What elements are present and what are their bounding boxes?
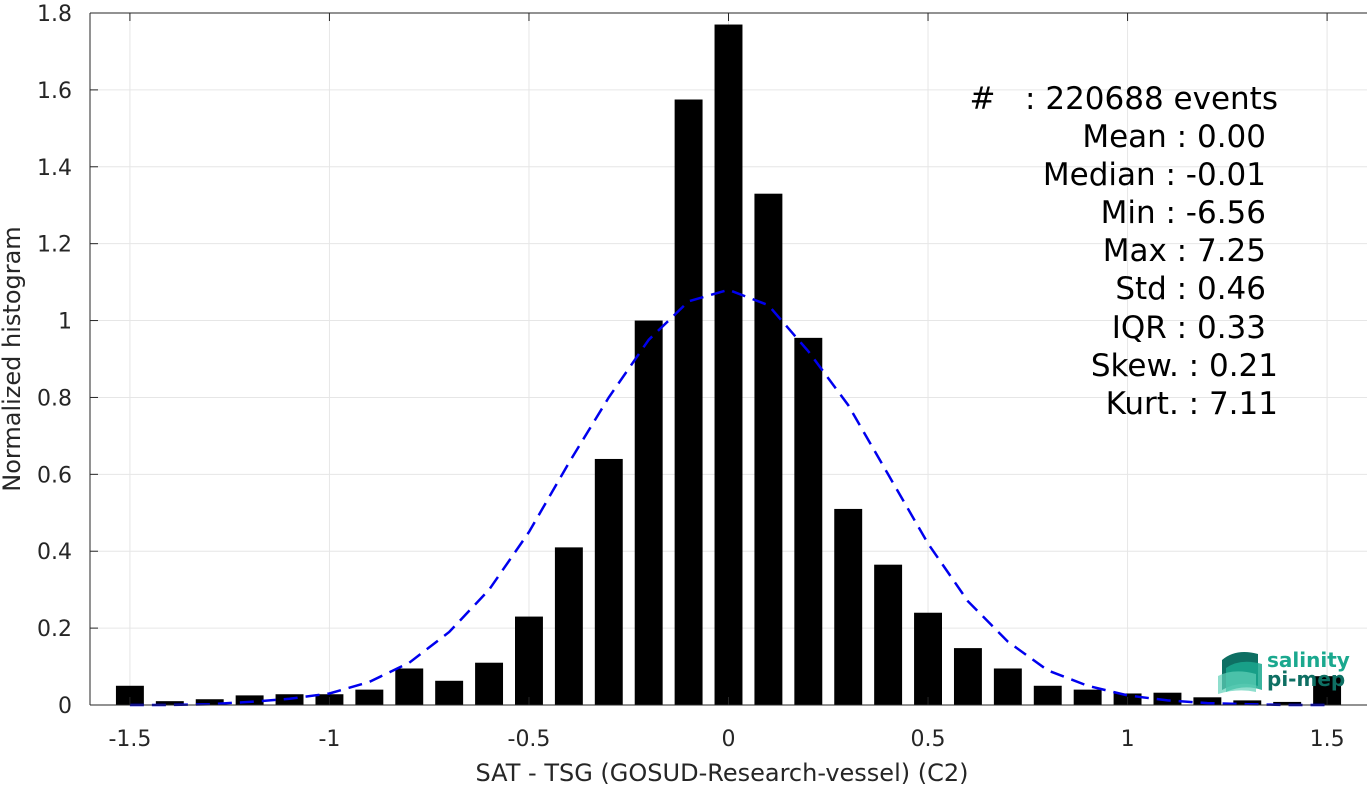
histogram-bar <box>1033 685 1062 705</box>
stat-iqr: IQR : 0.33 <box>1112 310 1266 346</box>
y-tick-label: 0.6 <box>37 463 72 488</box>
histogram-bar <box>1073 689 1102 705</box>
histogram-bar <box>155 701 184 705</box>
histogram-bar <box>874 564 903 705</box>
tick-marks <box>90 12 1328 706</box>
x-tick-label: -1.5 <box>108 727 151 752</box>
stat-skew: Skew. : 0.21 <box>1091 348 1278 384</box>
y-tick-label: 0.8 <box>37 386 72 411</box>
histogram-bar <box>594 458 623 705</box>
histogram-bar <box>195 699 224 705</box>
normal-fit-curve <box>129 288 1328 707</box>
histogram-bar <box>634 320 663 705</box>
histogram-bar <box>475 662 504 705</box>
stat-std: Std : 0.46 <box>1115 271 1266 307</box>
y-tick-label: 0 <box>58 694 72 719</box>
logo-line2: pi-mep <box>1267 667 1345 691</box>
stat-mean: Mean : 0.00 <box>1082 119 1266 155</box>
x-tick-label: -1 <box>318 727 340 752</box>
histogram-bar <box>993 668 1022 705</box>
y-tick-label: 0.4 <box>37 540 72 565</box>
wave-icon <box>1218 652 1262 694</box>
stat-events: # : 220688 events <box>970 81 1278 117</box>
x-tick-label: 0.5 <box>911 727 946 752</box>
x-tick-label: 1.5 <box>1310 727 1345 752</box>
histogram-bar <box>714 24 743 706</box>
histogram-bar <box>794 337 823 705</box>
logo-line1: salinity <box>1267 648 1350 672</box>
histogram-bar <box>395 668 424 705</box>
y-tick-label: 1.6 <box>37 79 72 104</box>
salinity-pimep-logo: salinity pi-mep <box>1218 648 1350 694</box>
stat-min: Min : -6.56 <box>1101 195 1266 231</box>
histogram-bar <box>674 99 703 705</box>
histogram-bar <box>1273 701 1302 705</box>
histogram-bar <box>953 648 982 705</box>
x-axis-label: SAT - TSG (GOSUD-Research-vessel) (C2) <box>476 759 969 785</box>
histogram-bar <box>554 547 583 705</box>
y-tick-labels: 0 0.2 0.4 0.6 0.8 1 1.2 1.4 1.6 1.8 <box>37 2 72 719</box>
histogram-bar <box>1153 692 1182 705</box>
histogram-bar <box>355 689 384 705</box>
histogram-bar <box>754 193 783 705</box>
histogram-bar <box>914 612 942 705</box>
x-tick-label: 0 <box>722 727 736 752</box>
x-tick-labels: -1.5 -1 -0.5 0 0.5 1 1.5 <box>108 727 1344 752</box>
x-tick-label: 1 <box>1121 727 1135 752</box>
histogram-bar <box>515 616 543 705</box>
histogram-bar <box>834 508 863 705</box>
stat-kurt: Kurt. : 7.11 <box>1106 386 1278 422</box>
histogram-bar <box>1193 697 1222 705</box>
histogram-bar <box>115 685 144 705</box>
histogram-bar <box>1233 700 1262 705</box>
y-tick-label: 0.2 <box>37 617 72 642</box>
stat-max: Max : 7.25 <box>1103 233 1266 269</box>
stat-median: Median : -0.01 <box>1043 157 1266 193</box>
y-tick-label: 1.8 <box>37 2 72 27</box>
y-axis-label: Normalized histogram <box>0 226 26 491</box>
x-tick-label: -0.5 <box>508 727 551 752</box>
statistics-annotation: # : 220688 events Mean : 0.00 Median : -… <box>970 81 1278 422</box>
y-tick-label: 1 <box>58 310 72 335</box>
y-tick-label: 1.4 <box>37 156 72 181</box>
histogram-bar <box>235 695 264 705</box>
histogram-bar <box>435 680 464 705</box>
y-tick-label: 1.2 <box>37 233 72 258</box>
